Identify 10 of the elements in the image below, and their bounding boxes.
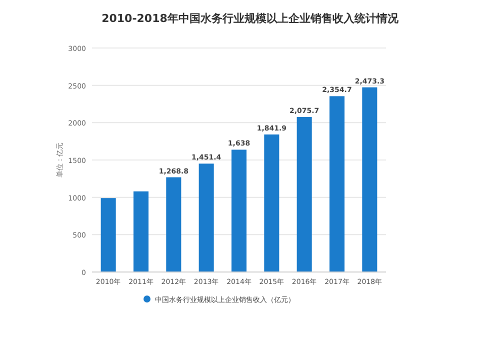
bar — [264, 134, 280, 272]
chart-title: 2010-2018年中国水务行业规模以上企业销售收入统计情况 — [102, 12, 400, 25]
bar — [133, 191, 149, 272]
bar — [198, 164, 214, 272]
bar — [329, 96, 345, 272]
bar — [100, 198, 116, 272]
bar — [362, 87, 378, 272]
bar — [231, 150, 247, 272]
bar — [296, 117, 312, 272]
bar — [166, 177, 182, 272]
